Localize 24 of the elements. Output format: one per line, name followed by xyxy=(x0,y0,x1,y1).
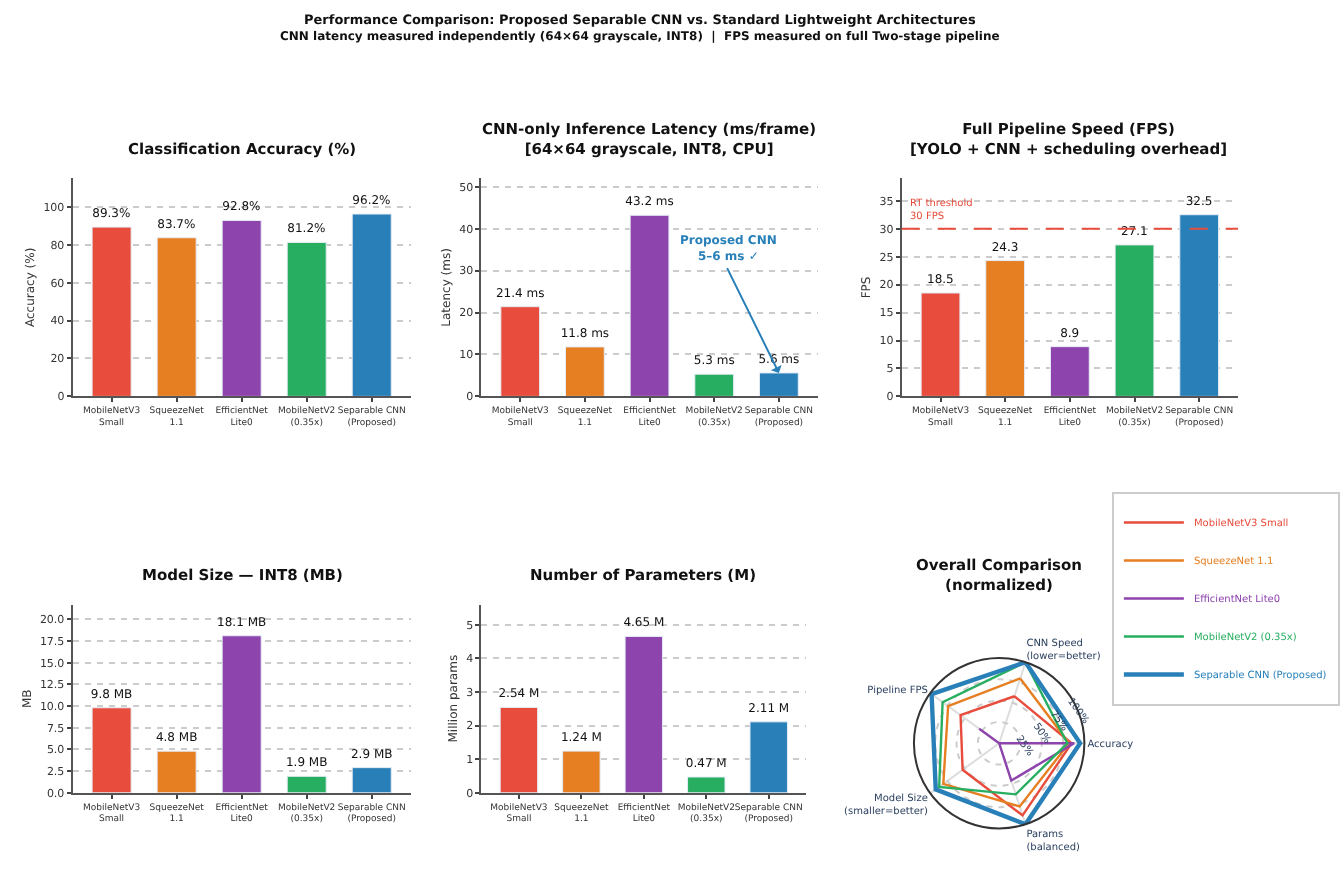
bar xyxy=(920,292,961,397)
bar xyxy=(749,721,788,793)
bar xyxy=(91,707,132,793)
bar xyxy=(500,306,541,397)
bar xyxy=(351,213,392,397)
bar xyxy=(156,750,197,793)
bar xyxy=(985,260,1026,397)
bar xyxy=(1114,244,1155,397)
bar xyxy=(694,373,735,397)
bar xyxy=(1049,346,1090,397)
bar xyxy=(156,237,197,397)
bar xyxy=(1179,214,1220,397)
bar xyxy=(629,214,670,397)
bar xyxy=(351,767,392,793)
bar xyxy=(562,750,601,793)
bar xyxy=(221,635,262,793)
bar xyxy=(286,241,327,397)
bar xyxy=(564,346,605,397)
bar xyxy=(624,635,664,793)
bar xyxy=(687,776,726,793)
bar xyxy=(91,226,132,397)
bar xyxy=(499,706,539,793)
bar xyxy=(221,219,262,397)
bar xyxy=(286,775,327,793)
